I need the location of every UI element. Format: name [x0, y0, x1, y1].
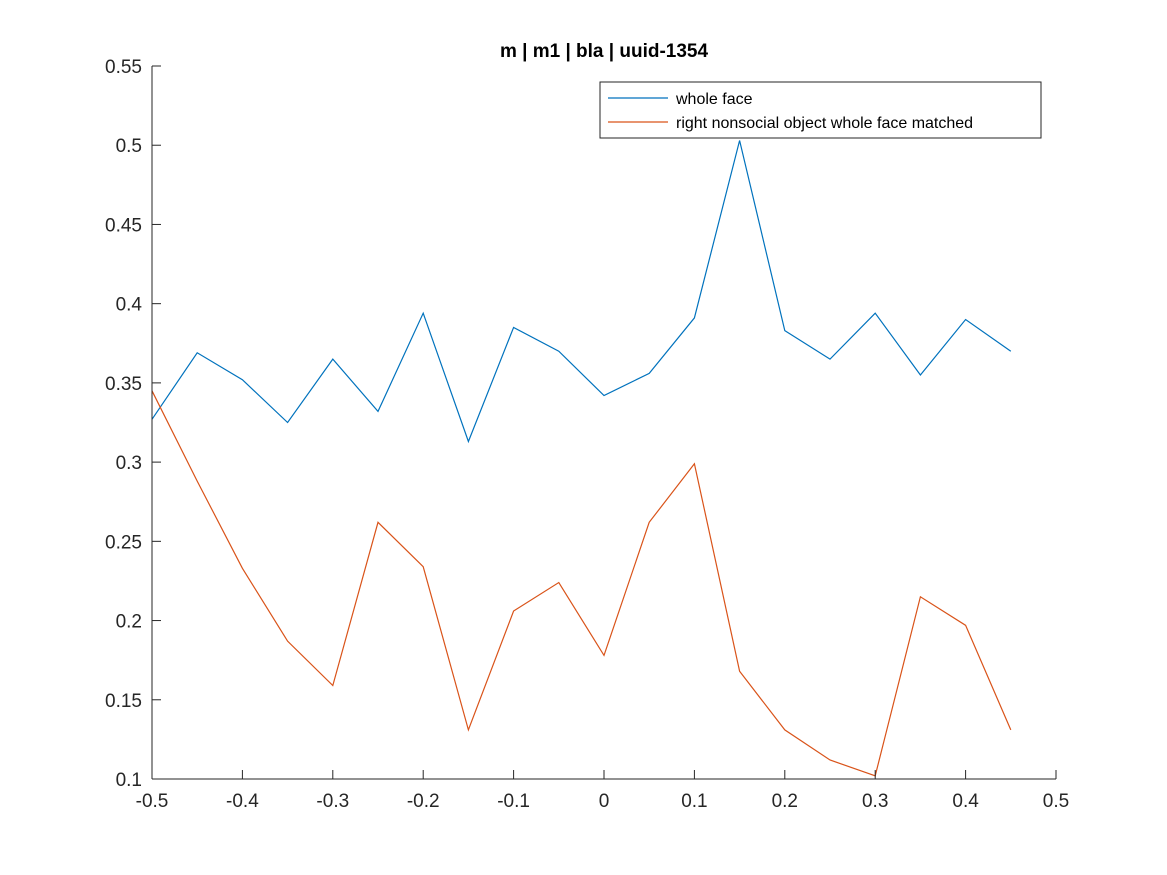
- x-tick-label: 0.1: [681, 791, 707, 812]
- series-line-2: [151, 390, 1012, 777]
- axes-background: [152, 66, 1056, 779]
- series-line-1: [151, 140, 1012, 444]
- y-tick-label: 0.45: [105, 215, 142, 236]
- x-tick-label: 0: [599, 791, 610, 812]
- chart-title: m | m1 | bla | uuid-1354: [500, 41, 709, 62]
- y-tick-label: 0.3: [116, 453, 142, 474]
- x-tick-label: -0.5: [136, 791, 169, 812]
- y-tick-label: 0.1: [116, 770, 142, 791]
- y-tick-label: 0.2: [116, 612, 142, 633]
- x-tick-label: 0.3: [862, 791, 888, 812]
- legend-label-1: whole face: [675, 91, 753, 108]
- y-tick-label: 0.5: [116, 136, 142, 157]
- y-tick-label: 0.4: [116, 295, 143, 316]
- legend-label-2: right nonsocial object whole face matche…: [676, 115, 973, 132]
- x-tick-label: -0.2: [407, 791, 440, 812]
- axes-layer: -0.5 -0.4 -0.3 -0.2 -0.1 0 0.1 0.2 0.3 0.4 0.5 0.1 0…: [105, 57, 1069, 812]
- x-tick-label: -0.3: [316, 791, 349, 812]
- y-tick-label: 0.25: [105, 532, 142, 553]
- legend: whole face right nonsocial object whole f…: [599, 81, 1042, 139]
- x-tick-label: -0.4: [226, 791, 259, 812]
- y-tick-label: 0.55: [105, 57, 142, 78]
- y-tick-label: 0.35: [105, 374, 142, 395]
- x-tick-label: -0.1: [497, 791, 530, 812]
- legend-box: [599, 81, 1042, 139]
- y-tick-label: 0.15: [105, 691, 142, 712]
- x-tick-label: 0.2: [772, 791, 798, 812]
- series-layer: [151, 140, 1012, 777]
- x-tick-label: 0.4: [952, 791, 979, 812]
- x-tick-label: 0.5: [1043, 791, 1069, 812]
